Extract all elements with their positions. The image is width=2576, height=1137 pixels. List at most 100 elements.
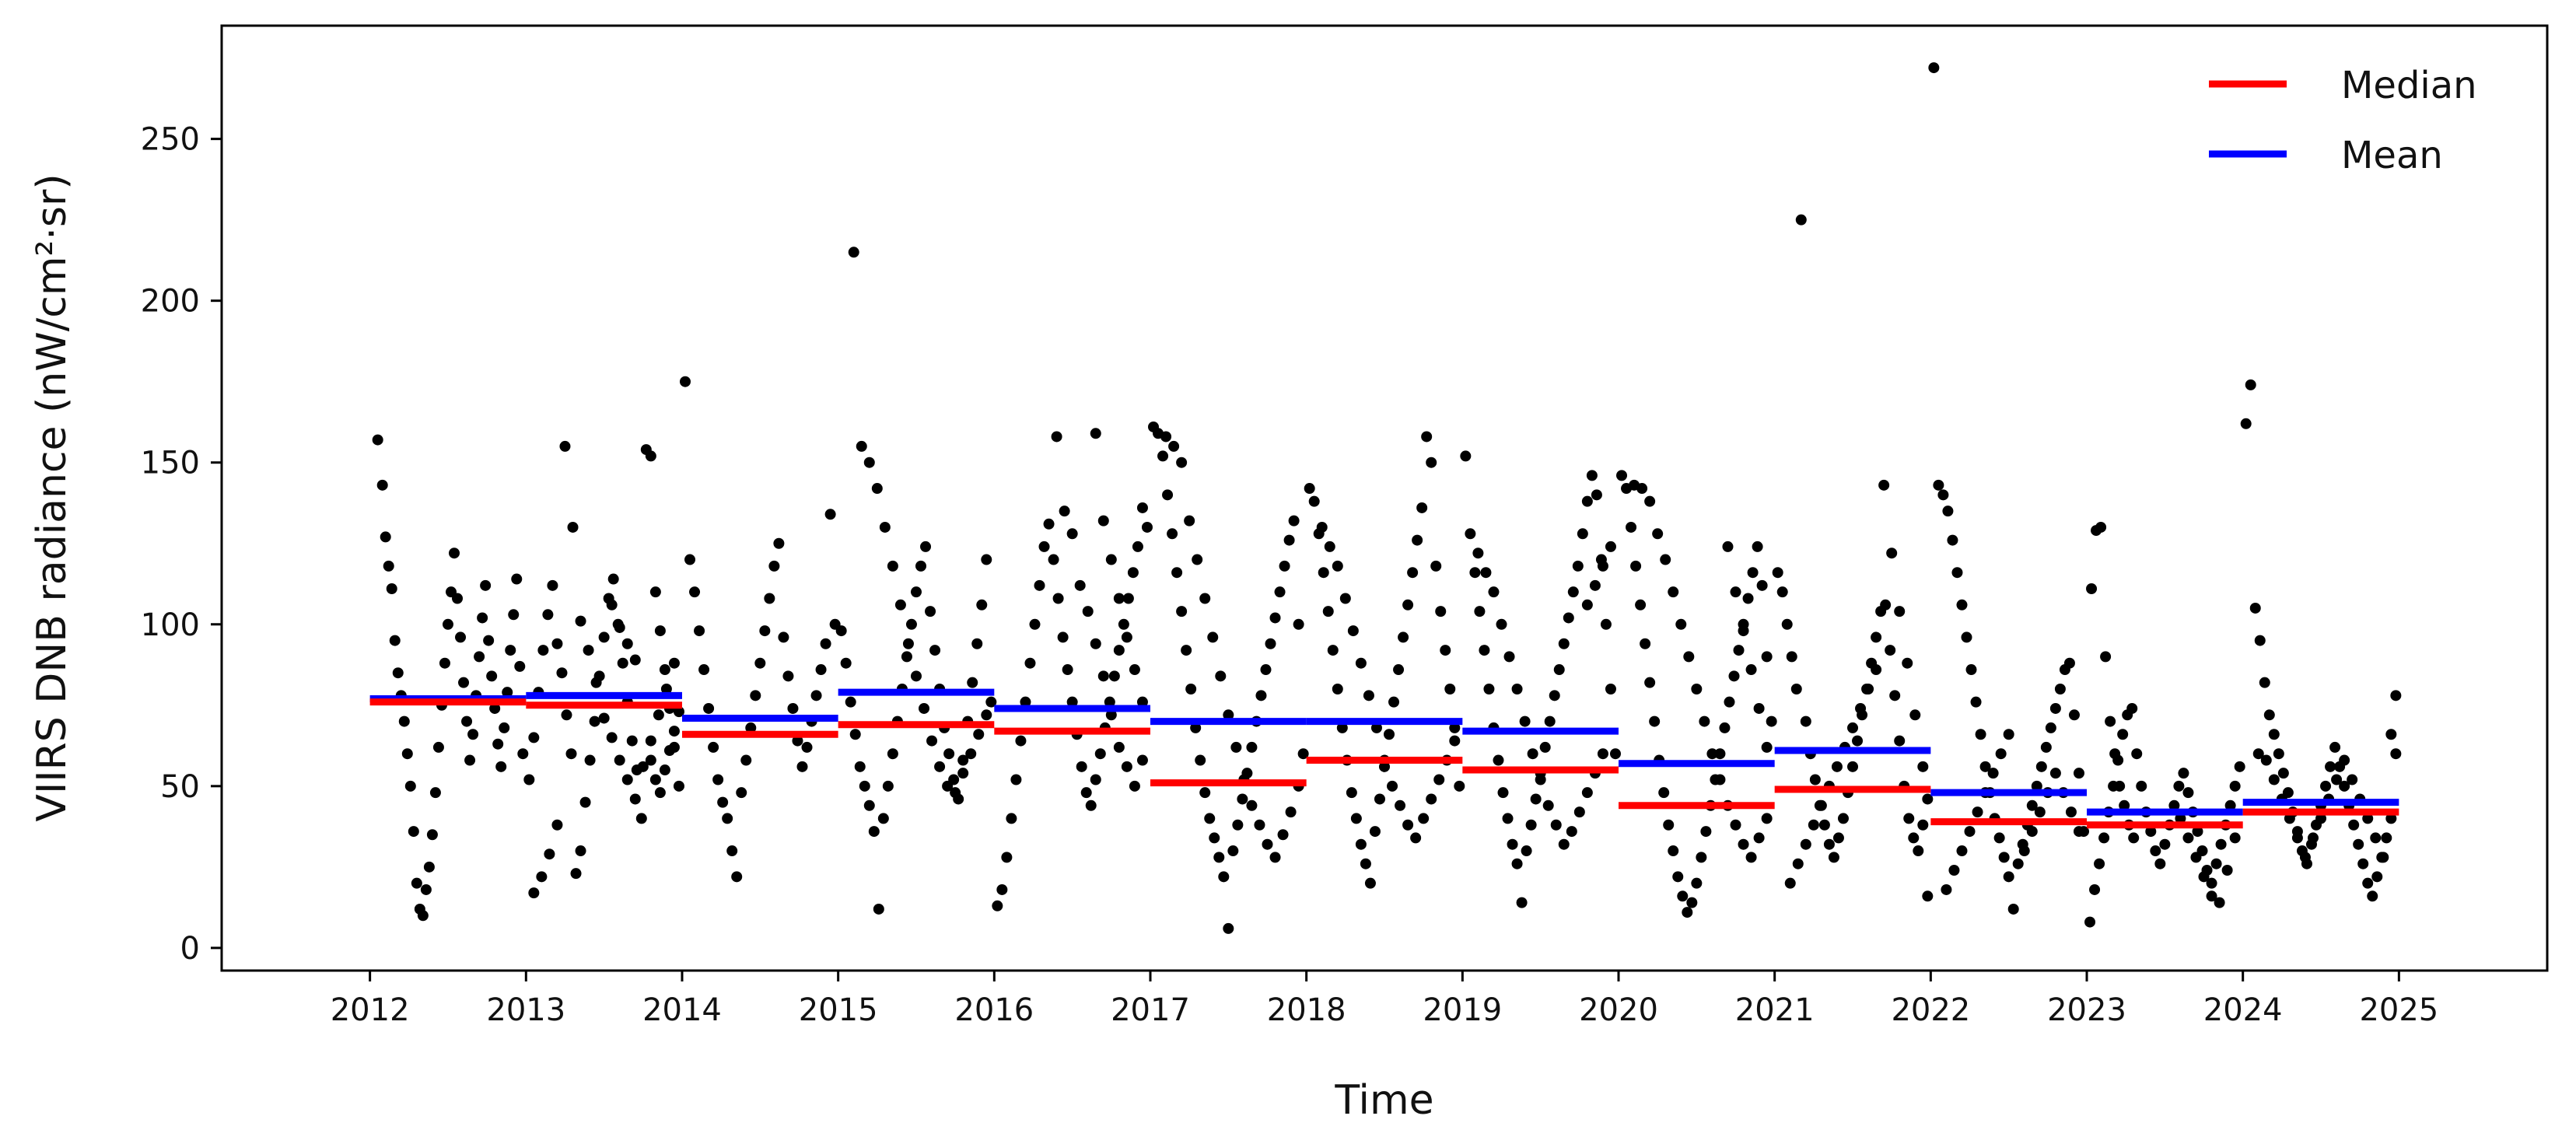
data-point [1122, 593, 1134, 604]
data-point [1616, 470, 1628, 481]
data-point [854, 761, 866, 772]
data-point [1370, 722, 1382, 733]
data-point [1237, 793, 1248, 805]
data-point [2131, 748, 2143, 760]
data-point [1038, 541, 1050, 552]
data-point [820, 638, 831, 649]
data-point [929, 645, 941, 656]
data-point [423, 861, 435, 873]
data-point [464, 754, 476, 766]
data-point [1176, 606, 1188, 617]
data-point [868, 826, 880, 838]
data-point [1544, 715, 1556, 727]
data-point [971, 638, 983, 649]
data-point [1277, 829, 1289, 841]
data-point [614, 754, 625, 766]
data-point [523, 774, 535, 785]
data-point [1285, 806, 1297, 818]
data-point [2117, 729, 2129, 740]
data-point [2362, 813, 2374, 824]
data-point [1553, 664, 1565, 676]
data-point [926, 735, 938, 747]
data-point [621, 638, 633, 649]
data-point [1097, 670, 1109, 682]
data-point [1435, 606, 1447, 617]
data-point [1753, 832, 1765, 844]
data-point [1332, 683, 1343, 694]
data-point [2198, 871, 2210, 883]
legend: Median Mean [2209, 64, 2477, 177]
x-tick-label: 2020 [1579, 992, 1658, 1028]
data-point [1965, 664, 1977, 676]
data-point [2040, 741, 2052, 753]
data-point [1283, 534, 1295, 546]
data-point [764, 593, 775, 604]
data-point [556, 667, 568, 679]
data-point [894, 599, 906, 610]
data-point [1113, 645, 1125, 656]
data-point [1430, 560, 1442, 572]
data-point [1961, 631, 1972, 643]
data-point [2086, 583, 2098, 595]
data-point [589, 715, 600, 727]
data-point [2221, 865, 2233, 876]
data-point [1539, 741, 1551, 753]
data-point [1581, 787, 1593, 799]
data-point [2249, 602, 2261, 614]
data-point [1790, 683, 1802, 694]
data-point [380, 531, 391, 543]
data-point [1136, 696, 1148, 708]
data-point [1387, 780, 1398, 792]
data-point [1426, 793, 1437, 805]
data-point [1105, 554, 1117, 565]
data-point [1215, 670, 1227, 682]
data-point [1852, 735, 1864, 747]
data-point [514, 660, 526, 672]
data-point [1566, 826, 1577, 838]
data-point [1363, 690, 1374, 701]
data-point [1753, 702, 1765, 714]
data-point [2259, 677, 2270, 688]
data-point [2168, 799, 2180, 811]
data-point [1421, 431, 1433, 443]
data-point [1752, 541, 1763, 552]
data-point [1823, 838, 1835, 850]
data-point [1059, 506, 1070, 517]
data-point [2068, 709, 2080, 721]
data-point [1516, 897, 1528, 908]
data-point [1917, 819, 1929, 831]
data-point [1630, 560, 1642, 572]
data-point [429, 787, 441, 799]
data-point [957, 754, 969, 766]
data-point [1230, 741, 1242, 753]
data-point [1395, 799, 1406, 811]
data-point [1597, 748, 1608, 760]
data-point [2054, 683, 2066, 694]
data-point [1199, 787, 1211, 799]
data-point [942, 780, 954, 792]
data-point [1733, 645, 1745, 656]
data-point [1660, 554, 1671, 565]
data-point [1581, 599, 1593, 610]
data-point [2291, 832, 2303, 844]
data-point [1346, 787, 1357, 799]
data-point [1947, 534, 1958, 546]
data-point [2145, 826, 2157, 838]
data-point [910, 586, 922, 598]
data-point [629, 793, 641, 805]
data-point [1460, 450, 1472, 462]
data-point [1871, 664, 1882, 676]
data-point [461, 715, 473, 727]
data-point [2105, 715, 2116, 727]
data-point [1192, 554, 1203, 565]
data-point [1168, 440, 1180, 452]
data-point [1082, 606, 1094, 617]
data-point [1090, 428, 1101, 439]
data-point [673, 780, 684, 792]
data-point [1700, 826, 1712, 838]
data-point [629, 654, 641, 666]
data-point [2049, 768, 2061, 779]
data-point [2073, 826, 2084, 838]
x-axis-title: Time [1334, 1077, 1433, 1124]
